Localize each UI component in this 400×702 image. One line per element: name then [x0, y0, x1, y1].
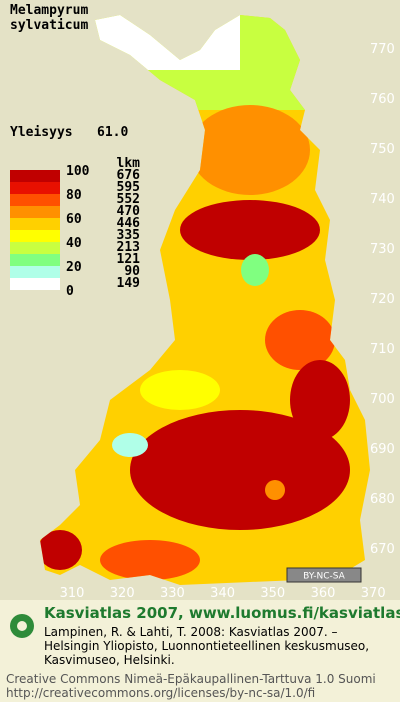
- region: [130, 410, 350, 530]
- region: [40, 530, 82, 570]
- northing-label: 700: [370, 392, 395, 407]
- easting-label: 340: [210, 586, 235, 601]
- northing-label: 730: [370, 242, 395, 257]
- region: [265, 310, 335, 370]
- northing-label: 670: [370, 542, 395, 557]
- northing-label: 750: [370, 142, 395, 157]
- northing-label: 770: [370, 42, 395, 57]
- northing-label: 680: [370, 492, 395, 507]
- license-badge-text: BY-NC-SA: [303, 572, 346, 582]
- easting-label: 350: [260, 586, 285, 601]
- region: [180, 200, 320, 260]
- legend-swatch: [10, 230, 60, 242]
- legend-count: 335: [117, 228, 140, 243]
- legend-swatch: [10, 254, 60, 266]
- legend-swatch: [10, 266, 60, 278]
- legend-swatch: [10, 278, 60, 290]
- region: [190, 105, 310, 195]
- footer-heading: Kasviatlas 2007, www.luomus.fi/kasviatla…: [44, 604, 400, 622]
- count-header: lkm: [117, 156, 141, 171]
- region: [100, 540, 200, 580]
- legend-count: 90: [124, 264, 140, 279]
- legend-scale-label: 100: [66, 164, 90, 179]
- legend-scale-label: 20: [66, 260, 82, 275]
- legend-swatch: [10, 242, 60, 254]
- legend-count: 676: [117, 168, 141, 183]
- northing-label: 760: [370, 92, 395, 107]
- license-badge: [286, 567, 362, 583]
- legend-count: 552: [117, 192, 140, 207]
- region: [290, 360, 350, 440]
- region: [112, 433, 148, 457]
- logo: [17, 621, 27, 631]
- legend-count: 595: [117, 180, 140, 195]
- legend-scale-label: 0: [66, 284, 74, 299]
- easting-label: 310: [60, 586, 85, 601]
- legend-swatch: [10, 170, 60, 182]
- license-line: http://creativecommons.org/licenses/by-n…: [6, 686, 315, 700]
- legend-count: 213: [117, 240, 140, 255]
- legend-swatch: [10, 218, 60, 230]
- legend-swatch: [10, 194, 60, 206]
- legend-scale-label: 60: [66, 212, 82, 227]
- citation-line: Kasvimuseo, Helsinki.: [44, 653, 175, 667]
- frequency-value: 61.0: [97, 125, 128, 140]
- northing-label: 740: [370, 192, 395, 207]
- legend-scale-label: 40: [66, 236, 82, 251]
- region: [265, 480, 285, 500]
- legend-swatch: [10, 182, 60, 194]
- northing-label: 720: [370, 292, 395, 307]
- citation-line: Lampinen, R. & Lahti, T. 2008: Kasviatla…: [44, 625, 338, 639]
- easting-label: 320: [110, 586, 135, 601]
- legend-count: 121: [117, 252, 141, 267]
- citation-line: Helsingin Yliopisto, Luonnontieteellinen…: [44, 639, 369, 653]
- region: [241, 254, 269, 286]
- easting-label: 370: [361, 586, 386, 601]
- easting-label: 330: [160, 586, 185, 601]
- legend-count: 149: [117, 276, 140, 291]
- license-line: Creative Commons Nimeä-Epäkaupallinen-Ta…: [6, 672, 376, 686]
- easting-label: 360: [311, 586, 336, 601]
- legend-count: 470: [117, 204, 141, 219]
- frequency-label: Yleisyys: [10, 125, 73, 140]
- northing-label: 710: [370, 342, 395, 357]
- region: [140, 370, 220, 410]
- legend-swatch: [10, 206, 60, 218]
- species-name: Melampyrum: [10, 3, 88, 18]
- legend-scale-label: 80: [66, 188, 82, 203]
- species-name: sylvaticum: [10, 18, 88, 33]
- legend-count: 446: [117, 216, 141, 231]
- northing-label: 690: [370, 442, 395, 457]
